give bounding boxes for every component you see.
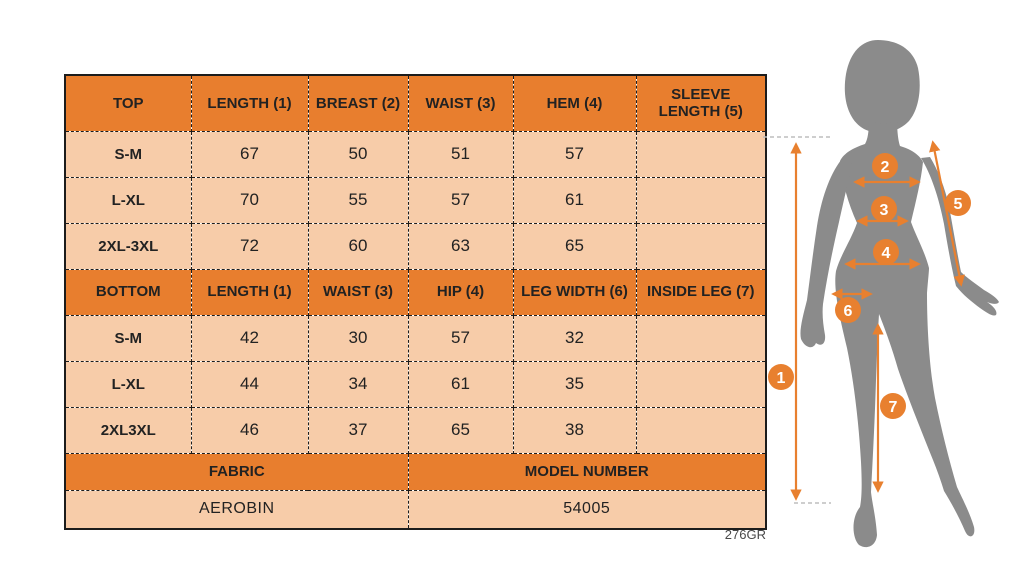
callout-number-1: 1 (777, 370, 786, 387)
size-label: 2XL3XL (64, 406, 192, 454)
callout-number-7: 7 (889, 399, 898, 416)
bottom-header-row: BOTTOM LENGTH (1) WAIST (3) HIP (4) LEG … (64, 268, 767, 316)
weight-note: 276GR (724, 527, 766, 542)
col-header-inside-leg: INSIDE LEG (7) (635, 268, 767, 316)
silhouette-head (844, 40, 920, 133)
female-silhouette (800, 40, 999, 548)
value-cell: 65 (407, 406, 514, 454)
value-cell: 63 (407, 222, 514, 270)
callout-circle-6 (835, 297, 861, 323)
value-cell: 67 (190, 130, 309, 178)
table-row: 2XL-3XL 72 60 63 65 (64, 222, 767, 270)
value-cell-empty (635, 314, 767, 362)
value-cell-empty (635, 222, 767, 270)
size-label: S-M (64, 130, 192, 178)
value-cell: 55 (307, 176, 409, 224)
value-cell: 72 (190, 222, 309, 270)
col-header-hem: HEM (4) (512, 74, 637, 132)
callout-circle-2 (872, 153, 898, 179)
value-cell: 57 (407, 176, 514, 224)
value-cell: 61 (407, 360, 514, 408)
callout-number-6: 6 (844, 303, 853, 320)
callout-number-4: 4 (882, 245, 891, 262)
info-value-row: AEROBIN 54005 (64, 489, 767, 530)
table-row: L-XL 44 34 61 35 (64, 360, 767, 408)
value-cell: 37 (307, 406, 409, 454)
col-header-length: LENGTH (1) (190, 74, 309, 132)
col-header-waist-b: WAIST (3) (307, 268, 409, 316)
value-cell: 57 (407, 314, 514, 362)
table-row: S-M 67 50 51 57 (64, 130, 767, 178)
silhouette-left-arm (800, 160, 852, 348)
model-number-value: 54005 (407, 489, 767, 530)
value-cell-empty (635, 360, 767, 408)
size-label: L-XL (64, 176, 192, 224)
value-cell: 35 (512, 360, 637, 408)
col-header-leg-width: LEG WIDTH (6) (512, 268, 637, 316)
table-row: L-XL 70 55 57 61 (64, 176, 767, 224)
value-cell: 42 (190, 314, 309, 362)
value-cell-empty (635, 176, 767, 224)
callout-circle-3 (871, 196, 897, 222)
value-cell: 60 (307, 222, 409, 270)
value-cell: 44 (190, 360, 309, 408)
size-chart-table: TOP LENGTH (1) BREAST (2) WAIST (3) HEM … (64, 74, 767, 530)
value-cell-empty (635, 406, 767, 454)
top-header-row: TOP LENGTH (1) BREAST (2) WAIST (3) HEM … (64, 74, 767, 132)
callout-circle-7 (880, 393, 906, 419)
size-label: S-M (64, 314, 192, 362)
value-cell: 30 (307, 314, 409, 362)
value-cell: 32 (512, 314, 637, 362)
value-cell-empty (635, 130, 767, 178)
col-header-top: TOP (64, 74, 192, 132)
value-cell: 46 (190, 406, 309, 454)
value-cell: 65 (512, 222, 637, 270)
value-cell: 61 (512, 176, 637, 224)
callout-circle-1 (768, 364, 794, 390)
col-header-hip: HIP (4) (407, 268, 514, 316)
measurement-arrows (790, 140, 965, 501)
silhouette-right-arm (921, 157, 999, 316)
value-cell: 38 (512, 406, 637, 454)
model-number-header: MODEL NUMBER (407, 452, 767, 491)
table-row: S-M 42 30 57 32 (64, 314, 767, 362)
value-cell: 34 (307, 360, 409, 408)
col-header-bottom: BOTTOM (64, 268, 192, 316)
col-header-waist: WAIST (3) (407, 74, 514, 132)
callout-number-5: 5 (954, 196, 963, 213)
callout-circle-4 (873, 239, 899, 265)
callout-circle-5 (945, 190, 971, 216)
col-header-breast: BREAST (2) (307, 74, 409, 132)
size-label: 2XL-3XL (64, 222, 192, 270)
callout-number-2: 2 (881, 159, 890, 176)
measurement-figure: 1 2 3 4 5 6 7 (763, 40, 999, 548)
value-cell: 70 (190, 176, 309, 224)
value-cell: 50 (307, 130, 409, 178)
value-cell: 57 (512, 130, 637, 178)
info-header-row: FABRIC MODEL NUMBER (64, 452, 767, 491)
callout-number-3: 3 (880, 202, 889, 219)
value-cell: 51 (407, 130, 514, 178)
callout-badges: 1 2 3 4 5 6 7 (768, 153, 971, 419)
col-header-length-b: LENGTH (1) (190, 268, 309, 316)
fabric-value: AEROBIN (64, 489, 409, 530)
fabric-header: FABRIC (64, 452, 409, 491)
col-header-sleeve: SLEEVE LENGTH (5) (635, 74, 767, 132)
arrow-sleeve-5 (929, 140, 965, 287)
table-row: 2XL3XL 46 37 65 38 (64, 406, 767, 454)
size-label: L-XL (64, 360, 192, 408)
